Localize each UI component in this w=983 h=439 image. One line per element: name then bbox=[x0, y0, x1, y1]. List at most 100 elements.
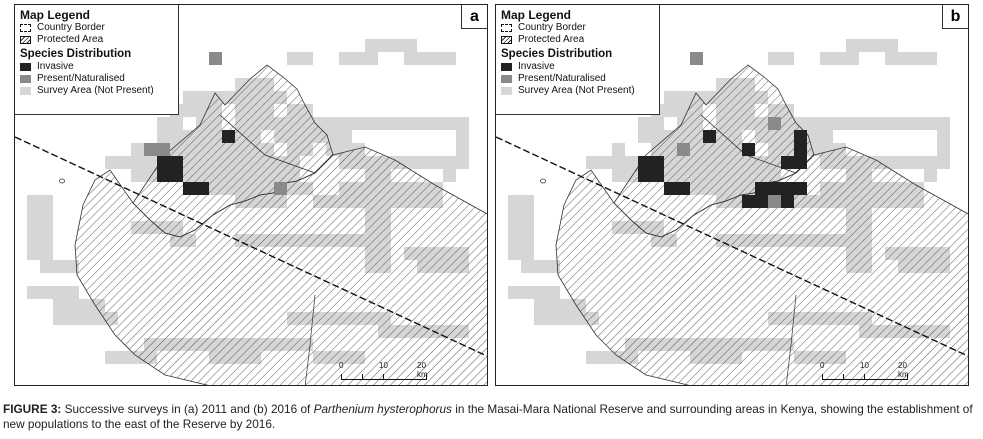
legend-row-invasive: Invasive bbox=[20, 61, 178, 73]
legend-invasive-label: Invasive bbox=[37, 61, 74, 72]
boundary-line bbox=[785, 294, 797, 385]
survey-cell bbox=[911, 117, 924, 130]
survey-cell bbox=[66, 312, 79, 325]
invasive-cell bbox=[183, 182, 196, 195]
invasive-cell bbox=[638, 169, 651, 182]
invasive-cell bbox=[222, 130, 235, 143]
survey-cell bbox=[534, 299, 547, 312]
invasive-cell bbox=[170, 169, 183, 182]
survey-cell bbox=[443, 117, 456, 130]
present-swatch-icon bbox=[20, 75, 31, 83]
survey-cell bbox=[144, 156, 157, 169]
survey-cell bbox=[534, 286, 547, 299]
survey-cell bbox=[40, 195, 53, 208]
survey-cell bbox=[105, 351, 118, 364]
survey-cell bbox=[404, 156, 417, 169]
survey-cell bbox=[547, 299, 560, 312]
legend-survey-label: Survey Area (Not Present) bbox=[518, 85, 635, 96]
survey-cell bbox=[924, 156, 937, 169]
survey-cell bbox=[872, 39, 885, 52]
caption-text-2: in the Masai-Mara National Reserve and s… bbox=[3, 402, 973, 431]
legend-protected-label: Protected Area bbox=[37, 34, 104, 45]
survey-cell bbox=[378, 117, 391, 130]
survey-cell bbox=[66, 299, 79, 312]
legend-species-title: Species Distribution bbox=[501, 48, 613, 60]
survey-cell bbox=[859, 39, 872, 52]
legend-invasive-label: Invasive bbox=[518, 61, 555, 72]
survey-cell bbox=[27, 247, 40, 260]
survey-cell bbox=[40, 260, 53, 273]
survey-cell bbox=[131, 143, 144, 156]
survey-cell bbox=[456, 156, 469, 169]
map-legend: Map Legend Country Border Protected Area… bbox=[15, 5, 179, 115]
survey-cell bbox=[456, 130, 469, 143]
survey-cell bbox=[352, 117, 365, 130]
legend-present-label: Present/Naturalised bbox=[37, 73, 125, 84]
legend-row-protected: Protected Area bbox=[501, 34, 659, 46]
survey-cell bbox=[859, 117, 872, 130]
survey-cell bbox=[599, 351, 612, 364]
scale-label-20: 20 km bbox=[898, 361, 909, 379]
survey-cell bbox=[664, 104, 677, 117]
survey-cell bbox=[521, 221, 534, 234]
survey-cell bbox=[443, 169, 456, 182]
survey-cell bbox=[183, 104, 196, 117]
survey-cell bbox=[898, 117, 911, 130]
present-cell bbox=[274, 182, 287, 195]
survey-cell bbox=[430, 52, 443, 65]
survey-cell bbox=[339, 117, 352, 130]
survey-cell bbox=[885, 39, 898, 52]
survey-cell bbox=[430, 156, 443, 169]
invasive-cell bbox=[755, 195, 768, 208]
legend-protected-label: Protected Area bbox=[518, 34, 585, 45]
survey-cell bbox=[417, 117, 430, 130]
survey-cell bbox=[599, 156, 612, 169]
survey-cell bbox=[833, 117, 846, 130]
invasive-cell bbox=[651, 169, 664, 182]
survey-cell bbox=[170, 117, 183, 130]
survey-cell bbox=[27, 195, 40, 208]
survey-cell bbox=[352, 52, 365, 65]
country-border-line bbox=[496, 136, 968, 357]
survey-cell bbox=[105, 156, 118, 169]
legend-row-border: Country Border bbox=[20, 22, 178, 34]
panel-letter: b bbox=[942, 5, 968, 29]
survey-cell bbox=[27, 208, 40, 221]
figure-caption: FIGURE 3: Successive surveys in (a) 2011… bbox=[3, 402, 979, 432]
invasive-cell bbox=[703, 130, 716, 143]
survey-cell bbox=[391, 39, 404, 52]
survey-cell bbox=[560, 299, 573, 312]
present-swatch-icon bbox=[501, 75, 512, 83]
survey-cell bbox=[443, 156, 456, 169]
survey-cell bbox=[638, 130, 651, 143]
survey-cell bbox=[885, 156, 898, 169]
survey-cell bbox=[534, 260, 547, 273]
survey-cell bbox=[937, 117, 950, 130]
invasive-swatch-icon bbox=[20, 63, 31, 71]
survey-cell bbox=[378, 39, 391, 52]
present-cell bbox=[690, 52, 703, 65]
survey-cell bbox=[937, 156, 950, 169]
survey-cell bbox=[40, 221, 53, 234]
survey-cell bbox=[456, 143, 469, 156]
survey-cell bbox=[456, 117, 469, 130]
invasive-cell bbox=[794, 143, 807, 156]
invasive-cell bbox=[781, 195, 794, 208]
survey-cell bbox=[53, 260, 66, 273]
survey-cell bbox=[183, 91, 196, 104]
survey-cell bbox=[872, 117, 885, 130]
survey-cell bbox=[508, 286, 521, 299]
protected-area-swatch-icon bbox=[501, 36, 512, 44]
invasive-cell bbox=[638, 156, 651, 169]
legend-border-label: Country Border bbox=[37, 22, 105, 33]
map-canvas-a bbox=[15, 39, 487, 385]
legend-row-survey: Survey Area (Not Present) bbox=[20, 85, 178, 97]
survey-cell bbox=[898, 156, 911, 169]
survey-cell bbox=[131, 156, 144, 169]
panel-letter: a bbox=[461, 5, 487, 29]
scale-bar: 0 10 20 km bbox=[820, 361, 909, 383]
survey-cell bbox=[651, 130, 664, 143]
survey-cell bbox=[391, 117, 404, 130]
survey-cell bbox=[807, 117, 820, 130]
survey-cell bbox=[924, 52, 937, 65]
